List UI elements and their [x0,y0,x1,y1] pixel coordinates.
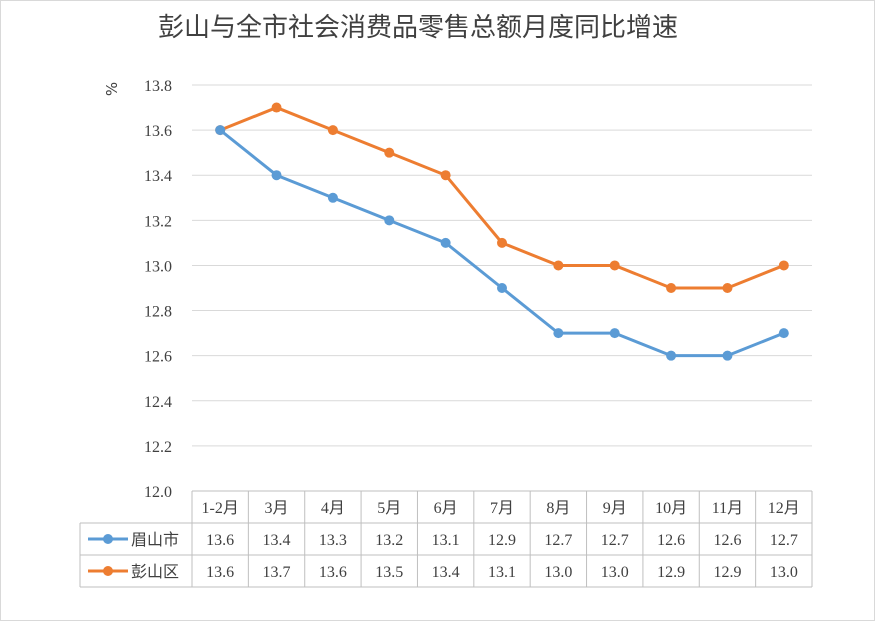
table-value: 13.0 [544,564,572,581]
data-point [778,260,789,271]
data-point [440,237,451,248]
y-tick-label: 12.8 [144,304,172,321]
x-category-label: 8月 [546,500,570,517]
y-tick-label: 12.0 [144,484,172,501]
x-category-label: 6月 [434,500,458,517]
data-point [327,192,338,203]
y-tick-label: 13.2 [144,213,172,230]
data-point [553,328,564,339]
legend-marker-1 [103,566,113,576]
table-value: 13.5 [375,564,403,581]
legend-name-0: 眉山市 [131,530,179,549]
table-value: 12.9 [488,532,516,549]
data-point [609,260,620,271]
y-tick-label: 12.4 [144,394,172,411]
table-value: 12.9 [657,564,685,581]
x-category-label: 4月 [321,500,345,517]
table-value: 12.7 [544,532,572,549]
x-category-label: 9月 [603,500,627,517]
table-value: 13.1 [488,564,516,581]
data-point [609,328,620,339]
data-point [722,283,733,293]
table-value: 13.2 [375,532,403,549]
chart-title: 彭山与全市社会消费品零售总额月度同比增速 [158,13,678,43]
table-value: 13.6 [206,564,234,581]
data-point [215,125,226,136]
y-tick-label: 13.6 [144,123,172,140]
table-value: 13.6 [319,564,347,581]
table-value: 12.7 [770,532,798,549]
legend-name-1: 彭山区 [131,562,179,581]
data-point [666,283,677,293]
x-category-label: 5月 [377,500,401,517]
table-value: 13.6 [206,532,234,549]
y-tick-label: 13.4 [144,168,172,185]
table-value: 13.7 [263,564,291,581]
x-category-label: 11月 [712,500,743,517]
y-tick-label: 13.8 [144,78,172,95]
data-point [271,102,282,113]
table-value: 12.6 [713,532,741,549]
table-value: 12.9 [713,564,741,581]
data-point [327,125,338,136]
y-tick-label: 12.6 [144,349,172,366]
table-value: 12.6 [657,532,685,549]
table-value: 13.1 [432,532,460,549]
data-point [497,237,507,248]
table-value: 13.4 [432,564,460,581]
table-value: 12.7 [601,532,629,549]
y-axis-unit: % [103,82,121,96]
data-point [440,170,451,181]
y-axis-ticks: 13.8 13.6 13.4 13.2 13.0 12.8 12.6 12.4 12.2 12.0 [144,78,172,501]
series-line-1 [219,106,785,290]
data-point [384,215,395,226]
x-category-label: 1-2月 [202,500,239,517]
table-value: 13.0 [601,564,629,581]
x-category-label: 7月 [490,500,514,517]
data-point [666,350,677,361]
table-value: 13.3 [319,532,347,549]
gridlines [192,84,812,447]
data-point [497,283,507,293]
y-tick-label: 13.0 [144,258,172,275]
y-tick-label: 12.2 [144,439,172,456]
data-point [553,260,564,271]
x-category-label: 10月 [655,500,687,517]
table-value: 13.0 [770,564,798,581]
table-value: 13.4 [263,532,291,549]
data-point [271,170,282,181]
legend-marker-0 [103,534,113,544]
series-lines [215,102,789,361]
data-point [722,350,733,361]
data-point [778,328,789,339]
data-point [384,147,395,158]
x-category-label: 12月 [768,500,800,517]
x-category-label: 3月 [265,500,289,517]
